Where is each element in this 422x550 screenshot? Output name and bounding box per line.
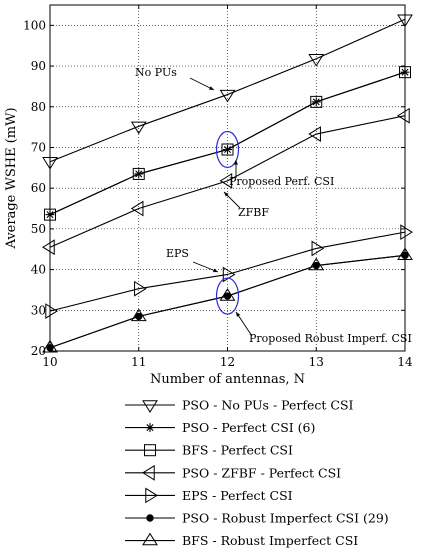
y-tick-label: 60	[31, 181, 46, 195]
legend-entry: EPS - Perfect CSI	[125, 487, 293, 504]
x-tick-label: 13	[309, 355, 324, 369]
legend-entry: PSO - No PUs - Perfect CSI	[125, 398, 354, 413]
annotation-label: Proposed Perf. CSI	[229, 175, 334, 188]
legend-marker	[145, 487, 158, 504]
annotation-arrowhead	[224, 192, 229, 197]
data-point	[219, 89, 236, 103]
data-point	[130, 308, 147, 322]
y-tick-label: 20	[31, 344, 46, 358]
annotation-label: EPS	[166, 247, 189, 260]
x-tick-label: 14	[397, 355, 413, 369]
annotation-label: No PUs	[135, 66, 177, 79]
annotation-label: ZFBF	[238, 206, 269, 219]
series-6	[42, 247, 413, 353]
data-point	[400, 224, 413, 241]
y-tick-label: 30	[31, 303, 46, 317]
data-point	[130, 121, 147, 135]
annotation-arrowhead	[213, 268, 218, 273]
data-point	[311, 240, 325, 257]
annotation-arrowhead	[234, 160, 238, 165]
legend: PSO - No PUs - Perfect CSI PSO - Perfect …	[125, 398, 389, 548]
data-point	[308, 126, 321, 142]
highlight-ellipse	[215, 277, 240, 315]
y-tick-label: 40	[31, 263, 46, 277]
data-point	[45, 303, 58, 320]
legend-entry: PSO - Robust Imperfect CSI (29)	[125, 511, 389, 526]
legend-marker	[145, 423, 155, 433]
data-point	[42, 339, 58, 353]
data-point	[308, 54, 325, 67]
series-4	[45, 224, 413, 320]
series-line	[49, 115, 406, 248]
series-line	[49, 71, 406, 216]
highlight-ellipse	[215, 130, 240, 169]
legend-entry: PSO - Perfect CSI (6)	[125, 420, 315, 435]
legend-marker	[142, 464, 155, 481]
legend-label: PSO - Robust Imperfect CSI (29)	[182, 511, 389, 526]
data-point	[132, 167, 145, 180]
legend-marker	[146, 514, 154, 522]
legend-label: PSO - Perfect CSI (6)	[182, 420, 315, 435]
y-axis-label: Average WSHE (mW)	[4, 107, 19, 249]
annotation-arrowhead	[236, 312, 241, 317]
data-point	[134, 280, 147, 297]
annotation-label: Proposed Robust Imperf. CSI	[249, 332, 412, 345]
data-point	[308, 257, 325, 271]
data-point	[397, 107, 410, 124]
y-tick-label: 100	[23, 18, 46, 32]
legend-label: BFS - Perfect CSI	[182, 443, 293, 458]
x-tick-label: 10	[42, 355, 57, 369]
legend-label: PSO - ZFBF - Perfect CSI	[182, 465, 341, 480]
y-tick-label: 50	[31, 222, 46, 236]
legend-entry: BFS - Robust Imperfect CSI	[125, 532, 358, 548]
series-0	[42, 14, 413, 170]
data-point	[219, 172, 233, 189]
legend-marker	[142, 400, 158, 413]
legend-marker	[144, 444, 156, 457]
legend-label: EPS - Perfect CSI	[182, 488, 293, 503]
data-point	[221, 143, 234, 156]
ticks: 10 11 12 13 14 20 30 40 50 60 70 80 90 100	[23, 5, 413, 369]
annotation-arrowhead	[209, 86, 214, 90]
x-axis-label: Number of antennas, N	[150, 372, 305, 387]
y-tick-label: 70	[31, 140, 46, 154]
legend-label: PSO - No PUs - Perfect CSI	[182, 398, 354, 413]
annotation-arrow	[235, 311, 253, 337]
data-point	[310, 95, 323, 108]
series-line	[49, 254, 406, 349]
data-point	[130, 200, 144, 217]
legend-entry: PSO - ZFBF - Perfect CSI	[125, 464, 341, 481]
data-point	[42, 239, 55, 256]
y-tick-label: 80	[31, 100, 46, 114]
legend-entry: BFS - Perfect CSI	[125, 443, 293, 458]
series-line	[49, 231, 406, 312]
legend-marker	[142, 532, 158, 546]
annotations: No PUs Proposed Perf. CSI ZFBF EPS Proposed …	[135, 66, 412, 345]
series-line	[49, 18, 406, 163]
legend-label: BFS - Robust Imperfect CSI	[182, 533, 358, 548]
x-tick-label: 12	[220, 355, 235, 369]
y-tick-label: 90	[31, 59, 46, 73]
series-layer	[42, 14, 413, 353]
data-point	[219, 288, 236, 301]
series-3	[42, 107, 410, 256]
x-tick-label: 11	[131, 355, 146, 369]
